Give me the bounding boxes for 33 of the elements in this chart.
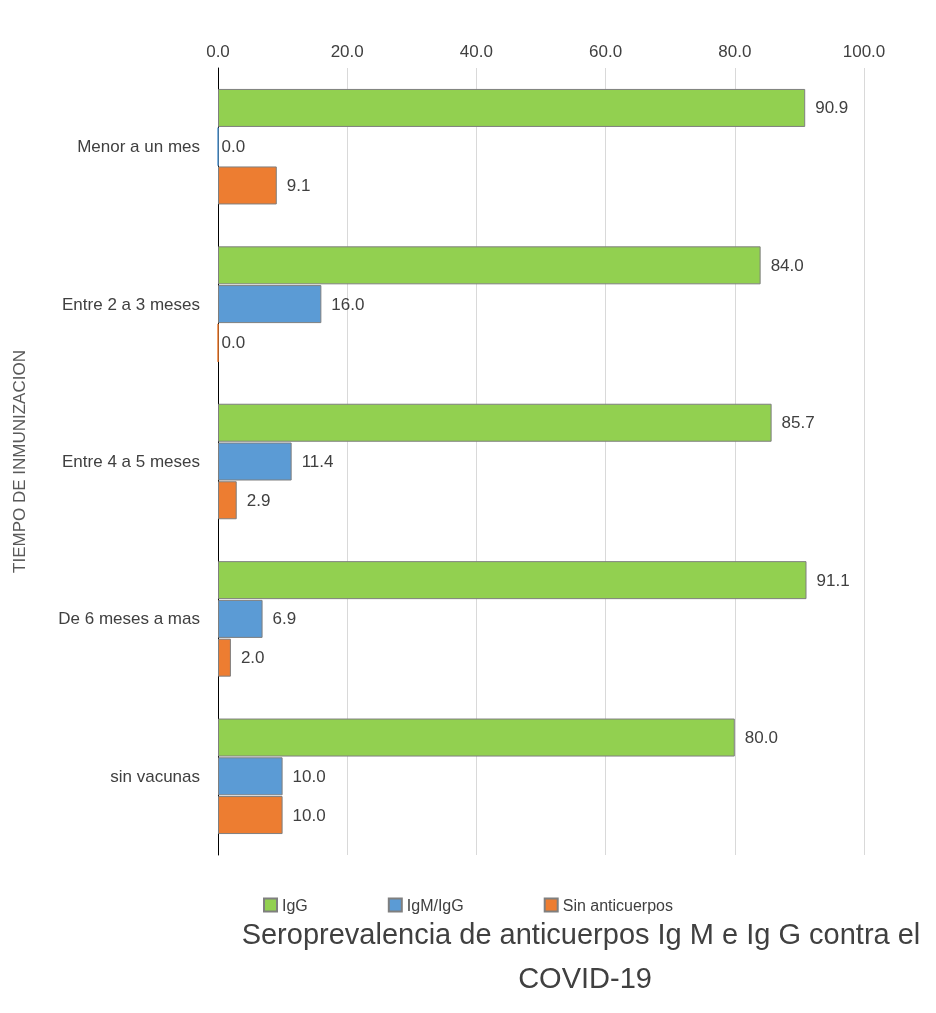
data-label: 10.0 [292,766,326,786]
x-tick-label: 80.0 [718,42,752,61]
data-label: 2.0 [240,648,265,668]
bar [218,88,806,127]
text: Seroprevalencia de anticuerpos Ig M e Ig G contra el COVID-19 [241,918,929,994]
y-tick-label: sin vacunas [110,766,200,786]
bar [218,166,277,205]
data-label: 10.0 [292,805,326,825]
x-tick-label: 20.0 [330,42,364,61]
y-tick-label: Menor a un mes [77,137,200,157]
y-tick-label: Entre 4 a 5 meses [62,452,200,471]
data-label: 80.0 [744,728,778,748]
data-label: 0.0 [221,137,246,157]
x-tick-label: 40.0 [459,42,493,61]
data-label: 9.1 [286,175,311,195]
data-label: 84.0 [770,255,804,275]
x-tick-label: 0.0 [206,42,230,61]
data-label: 85.7 [781,413,815,433]
legend-label: IgM/IgG [406,896,464,914]
legend-label: IgG [282,896,308,914]
data-label: 0.0 [221,333,246,353]
data-label: 6.9 [272,609,297,629]
x-tick-label: 60.0 [589,42,623,61]
x-tick-label: 100.0 [842,42,886,61]
y-tick-label: Entre 2 a 3 meses [62,294,200,314]
data-label: 2.9 [246,490,271,510]
y-tick-label: De 6 meses a mas [58,609,200,629]
data-label: 91.1 [816,570,850,590]
legend-label: Sin anticuerpos [562,896,673,914]
y-axis-title: TIEMPO DE INMUNIZACION [10,350,29,573]
data-label: 11.4 [301,452,334,471]
data-label: 90.9 [815,98,849,118]
data-label: 16.0 [331,294,365,314]
